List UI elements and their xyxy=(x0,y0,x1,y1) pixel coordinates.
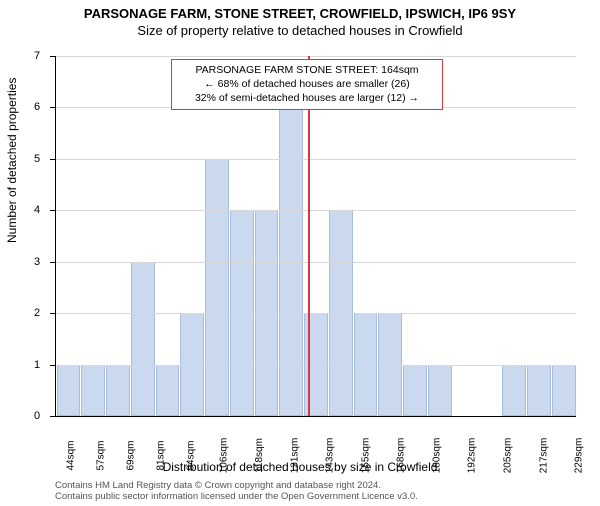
bar xyxy=(502,365,526,416)
bar-fill xyxy=(205,159,229,416)
grid-line xyxy=(56,210,576,211)
y-tick-label: 5 xyxy=(34,153,40,165)
grid-line xyxy=(56,365,576,366)
bar xyxy=(527,365,551,416)
x-tick-labels: 44sqm57sqm69sqm81sqm94sqm106sqm118sqm131… xyxy=(56,416,576,441)
y-tick-label: 3 xyxy=(34,256,40,268)
bar-fill xyxy=(106,365,130,416)
y-tick xyxy=(50,56,55,57)
bars-container xyxy=(56,56,576,416)
grid-line xyxy=(56,159,576,160)
grid-line xyxy=(56,56,576,57)
bar-fill xyxy=(403,365,427,416)
bar xyxy=(428,365,452,416)
attribution-text: Contains HM Land Registry data © Crown c… xyxy=(55,480,418,503)
annotation-line2: ← 68% of detached houses are smaller (26… xyxy=(178,77,436,91)
y-tick xyxy=(50,416,55,417)
y-axis-label: Number of detached properties xyxy=(5,78,19,243)
y-tick-label: 1 xyxy=(34,359,40,371)
bar xyxy=(403,365,427,416)
y-tick xyxy=(50,365,55,366)
y-tick xyxy=(50,262,55,263)
attribution-line2: Contains public sector information licen… xyxy=(55,491,418,502)
bar-fill xyxy=(156,365,180,416)
histogram-chart: 44sqm57sqm69sqm81sqm94sqm106sqm118sqm131… xyxy=(55,56,576,417)
bar xyxy=(57,365,81,416)
bar xyxy=(81,365,105,416)
y-tick-label: 0 xyxy=(34,410,40,422)
bar-fill xyxy=(57,365,81,416)
bar-fill xyxy=(428,365,452,416)
bar-fill xyxy=(502,365,526,416)
annotation-box: PARSONAGE FARM STONE STREET: 164sqm← 68%… xyxy=(171,59,443,110)
bar xyxy=(106,365,130,416)
bar xyxy=(131,262,155,416)
y-tick xyxy=(50,210,55,211)
y-tick-label: 2 xyxy=(34,307,40,319)
y-tick xyxy=(50,159,55,160)
bar xyxy=(205,159,229,416)
page-title-line2: Size of property relative to detached ho… xyxy=(0,23,600,38)
annotation-line3: 32% of semi-detached houses are larger (… xyxy=(178,91,436,105)
y-tick-label: 4 xyxy=(34,204,40,216)
y-tick-label: 7 xyxy=(34,50,40,62)
bar xyxy=(156,365,180,416)
attribution-line1: Contains HM Land Registry data © Crown c… xyxy=(55,480,418,491)
y-tick-label: 6 xyxy=(34,101,40,113)
bar-fill xyxy=(527,365,551,416)
bar xyxy=(552,365,576,416)
grid-line xyxy=(56,313,576,314)
bar-fill xyxy=(81,365,105,416)
reference-line xyxy=(308,56,310,416)
y-tick xyxy=(50,107,55,108)
page-title-line1: PARSONAGE FARM, STONE STREET, CROWFIELD,… xyxy=(0,6,600,21)
bar-fill xyxy=(552,365,576,416)
grid-line xyxy=(56,262,576,263)
bar-fill xyxy=(131,262,155,416)
x-axis-label: Distribution of detached houses by size … xyxy=(0,460,600,474)
annotation-line1: PARSONAGE FARM STONE STREET: 164sqm xyxy=(178,63,436,77)
y-tick xyxy=(50,313,55,314)
